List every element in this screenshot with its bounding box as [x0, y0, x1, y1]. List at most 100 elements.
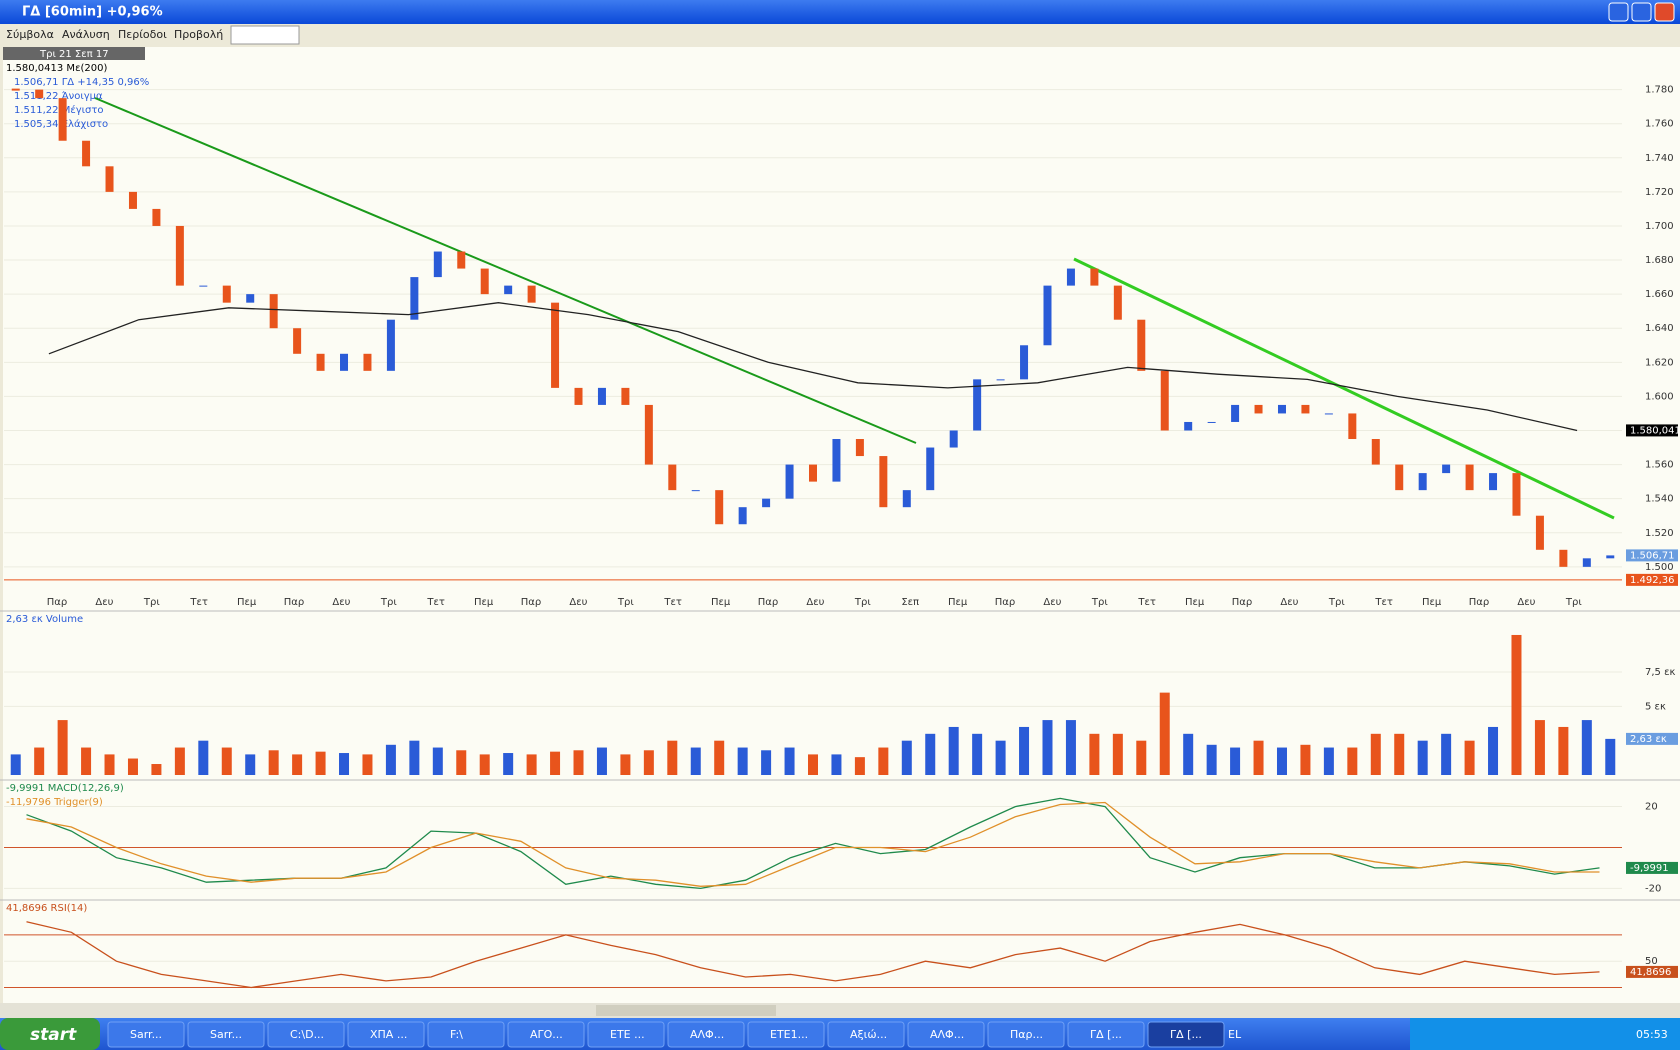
candle	[1301, 404, 1310, 414]
volume-bar	[151, 764, 162, 775]
start-button[interactable]	[0, 1018, 100, 1050]
candle	[926, 447, 935, 491]
x-tick-label: Τρι	[1565, 597, 1582, 608]
task-button[interactable]	[587, 1021, 665, 1048]
volume-bar	[104, 754, 115, 775]
volume-bar	[1206, 744, 1217, 775]
task-button[interactable]	[667, 1021, 745, 1048]
x-tick-label: Τετ	[189, 597, 208, 608]
task-button[interactable]	[267, 1021, 345, 1048]
volume-bar	[972, 733, 983, 775]
volume-bar	[1441, 733, 1452, 775]
y-tick-label: 1.620	[1645, 357, 1674, 368]
y-tick-label: 1.700	[1645, 221, 1674, 232]
y-tick-label: 1.640	[1645, 323, 1674, 334]
volume-bar	[1019, 726, 1030, 775]
task-label: Αξιώ...	[850, 1028, 887, 1041]
menu-item[interactable]: Προβολή	[174, 28, 223, 41]
value-marker	[1626, 732, 1678, 745]
candle	[1020, 345, 1029, 380]
volume-bar	[1136, 740, 1147, 775]
candle	[832, 439, 841, 482]
candle	[1231, 404, 1240, 422]
candle	[1489, 473, 1498, 491]
y-tick-label: 1.660	[1645, 289, 1674, 300]
task-label: Παρ...	[1010, 1028, 1043, 1041]
candle	[973, 379, 982, 431]
tray	[1410, 1018, 1680, 1050]
x-tick-label: Τρι	[617, 597, 634, 608]
legend-text: 41,8696 RSI(14)	[6, 903, 87, 914]
candle	[269, 294, 278, 329]
minimize[interactable]	[1608, 2, 1629, 22]
scroll-thumb[interactable]	[596, 1005, 776, 1016]
volume-bar	[1089, 733, 1100, 775]
x-tick-label: Τετ	[663, 597, 682, 608]
candle	[668, 464, 677, 491]
task-label: ΓΔ [...	[1170, 1028, 1202, 1041]
task-button[interactable]	[1067, 1021, 1145, 1048]
value-marker-label: -9,9991	[1630, 863, 1669, 874]
volume-bar	[854, 757, 865, 775]
volume-bar	[1065, 720, 1076, 775]
legend-text: -9,9991 MACD(12,26,9)	[6, 783, 124, 794]
candle	[105, 166, 114, 192]
task-button[interactable]	[427, 1021, 505, 1048]
task-button[interactable]	[907, 1021, 985, 1048]
candle	[1090, 268, 1099, 286]
series-line	[26, 921, 1600, 989]
close[interactable]	[1654, 2, 1675, 22]
candle	[574, 387, 583, 405]
x-tick-label: Δευ	[806, 597, 824, 608]
symbol-input[interactable]	[230, 25, 300, 45]
task-button[interactable]	[827, 1021, 905, 1048]
task-button[interactable]	[187, 1021, 265, 1048]
volume-bar	[1534, 720, 1545, 775]
task-label: ΑΓΟ...	[530, 1028, 563, 1041]
volume-bar	[57, 720, 68, 775]
maximize[interactable]	[1631, 2, 1652, 22]
x-tick-label: Δευ	[95, 597, 113, 608]
x-tick-label: Τρι	[1328, 597, 1345, 608]
task-label: Sarr...	[210, 1028, 242, 1041]
candle	[128, 191, 137, 209]
volume-bar	[761, 750, 772, 775]
volume-bar	[925, 733, 936, 775]
candle	[246, 294, 255, 303]
candle	[222, 285, 231, 303]
volume-bar	[1300, 744, 1311, 775]
menu-item[interactable]: Σύμβολα	[6, 28, 54, 41]
chart-area	[3, 47, 1680, 1003]
volume-bar	[1347, 747, 1358, 775]
volume-bar	[526, 754, 537, 775]
y-tick-label: 1.720	[1645, 187, 1674, 198]
candle	[1442, 464, 1451, 474]
date-label: Τρι 21 Σεπ 17	[39, 49, 109, 60]
value-marker-label: 1.580,041	[1630, 425, 1680, 436]
volume-bar	[1488, 726, 1499, 775]
volume-bar	[620, 754, 631, 775]
menu-item[interactable]: Ανάλυση	[62, 28, 110, 41]
menu-item[interactable]: Περίοδοι	[118, 28, 167, 41]
task-label: F:\	[450, 1028, 463, 1041]
volume-bar	[292, 754, 303, 775]
trend-line	[94, 97, 917, 444]
candle	[762, 498, 771, 508]
scrollbar[interactable]	[0, 1003, 1680, 1018]
volume-bar	[268, 750, 279, 775]
volume-bar	[479, 754, 490, 775]
candle	[386, 319, 395, 371]
legend-text: -11,9796 Trigger(9)	[6, 797, 103, 808]
task-button[interactable]	[347, 1021, 425, 1048]
candle	[1465, 464, 1474, 491]
candle	[504, 285, 513, 295]
candle	[1277, 404, 1286, 414]
volume-bar	[127, 758, 138, 775]
task-button[interactable]	[747, 1021, 825, 1048]
window-title: ΓΔ [60min] +0,96%	[22, 5, 163, 20]
task-button[interactable]	[987, 1021, 1065, 1048]
task-button[interactable]	[107, 1021, 185, 1048]
x-tick-label: Τρι	[143, 597, 160, 608]
task-button[interactable]	[1147, 1021, 1225, 1048]
task-button[interactable]	[507, 1021, 585, 1048]
